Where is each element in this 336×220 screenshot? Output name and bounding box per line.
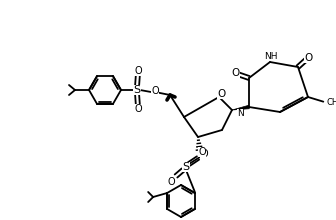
Text: NH: NH [264, 51, 278, 61]
Text: CH3: CH3 [326, 98, 336, 107]
Text: S: S [133, 85, 140, 95]
Text: O: O [198, 147, 206, 157]
Text: O: O [151, 86, 159, 96]
Text: O: O [232, 68, 240, 79]
Text: O: O [167, 177, 175, 187]
Text: O: O [217, 89, 225, 99]
Text: O: O [304, 53, 312, 63]
Text: O: O [134, 66, 142, 76]
Text: O: O [134, 104, 142, 114]
Text: N: N [237, 109, 244, 118]
Text: S: S [182, 162, 190, 172]
Polygon shape [232, 105, 249, 110]
Text: O: O [200, 149, 208, 159]
